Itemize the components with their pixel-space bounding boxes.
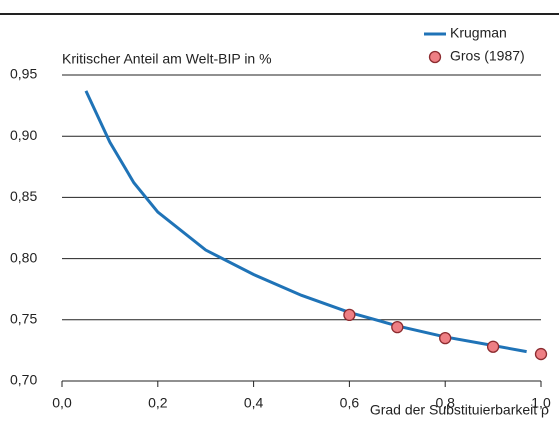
y-tick-label: 0,80	[10, 249, 37, 265]
y-tick-label: 0,95	[10, 66, 37, 82]
x-tick-label: 0,8	[435, 395, 455, 411]
y-tick-label: 0,85	[10, 188, 37, 204]
x-tick-label: 0,2	[148, 395, 168, 411]
x-tick-label: 0,6	[340, 395, 360, 411]
legend-label: Gros (1987)	[450, 48, 525, 64]
gros-point	[343, 308, 356, 322]
x-tick-label: 1,0	[531, 395, 551, 411]
gros-point	[439, 332, 452, 345]
x-axis-label: Grad der Substituierbarkeit ρ	[370, 402, 549, 418]
x-tick-label: 0,0	[52, 395, 72, 411]
legend-label: Krugman	[450, 25, 507, 41]
y-axis-label: Kritischer Anteil am Welt-BIP in %	[62, 51, 272, 67]
gros-point	[534, 347, 548, 361]
gros-point	[486, 340, 500, 353]
y-tick-label: 0,90	[10, 127, 37, 143]
y-tick-label: 0,70	[10, 372, 37, 388]
krugman-line	[84, 90, 527, 354]
legend-marker	[428, 50, 442, 64]
x-tick-label: 0,4	[244, 395, 264, 411]
y-tick-label: 0,75	[10, 311, 37, 327]
gros-point	[391, 320, 404, 334]
